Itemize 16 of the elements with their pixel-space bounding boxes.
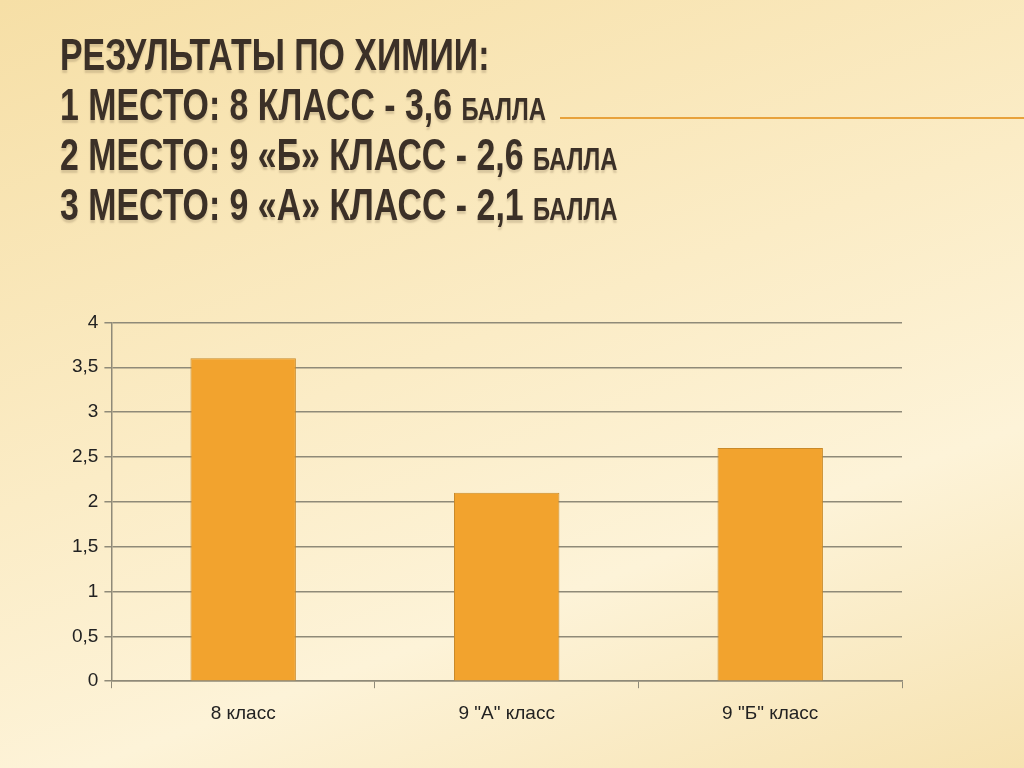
text: 2 МЕСТО: 9 «Б» КЛАСС - 2,6 балла <box>60 130 618 180</box>
y-tick-label: 2 <box>87 490 99 512</box>
y-tick-label: 0 <box>87 669 99 691</box>
chart-title: РЕЗУЛЬТАТЫ ПО ХИМИИ: <box>60 30 491 80</box>
y-tick-label: 0,5 <box>71 624 99 646</box>
text: 1 МЕСТО: 8 КЛАСС - 3,6 балла <box>60 80 547 130</box>
x-tick-label: 9 "Б" класс <box>722 701 819 723</box>
x-tick-label: 8 класс <box>210 701 276 723</box>
x-tick-label: 9 "А" класс <box>458 701 555 723</box>
y-tick-label: 2,5 <box>71 445 99 467</box>
y-tick-label: 1,5 <box>71 534 99 556</box>
y-tick-label: 4 <box>87 310 99 332</box>
y-tick-label: 1 <box>87 579 99 601</box>
y-tick-label: 3,5 <box>71 355 99 377</box>
y-tick-label: 3 <box>87 400 99 422</box>
text: 3 МЕСТО: 9 «А» КЛАСС - 2,1 балла <box>60 180 618 230</box>
